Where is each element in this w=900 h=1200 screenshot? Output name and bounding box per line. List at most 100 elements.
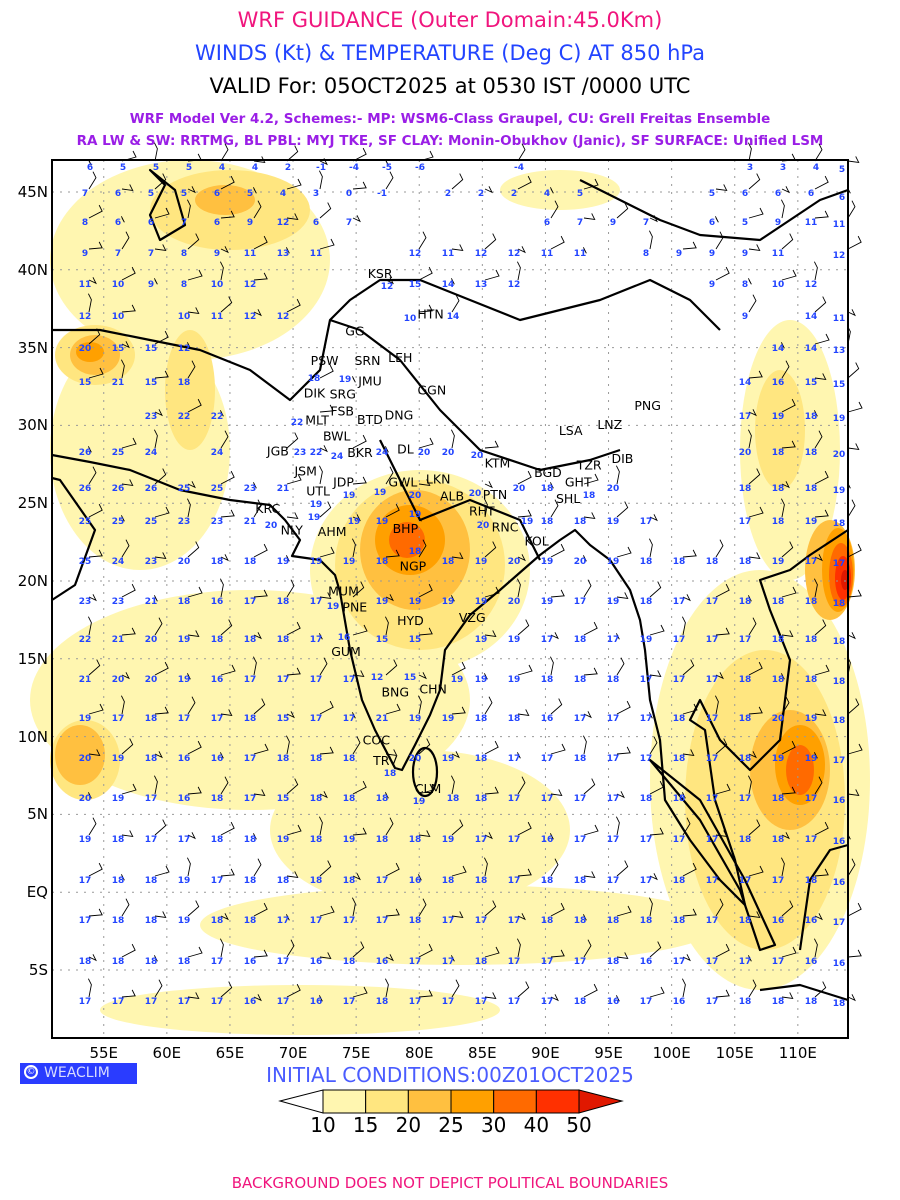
- wind-barb: [286, 939, 295, 958]
- temperature-value: 23: [294, 448, 307, 458]
- wind-barb: [781, 269, 797, 281]
- wind-barb: [319, 905, 335, 917]
- wind-barb: [154, 330, 169, 345]
- wind-barb: [186, 673, 191, 680]
- temperature-value: 17: [277, 957, 290, 967]
- temperature-value: 19: [475, 597, 488, 607]
- temperature-value: 19: [178, 916, 191, 926]
- wind-barb: [780, 498, 785, 518]
- wind-barb: [187, 186, 196, 194]
- temperature-value: 19: [277, 835, 290, 845]
- wind-barb: [352, 434, 367, 449]
- temperature-value: 21: [277, 484, 290, 494]
- temperature-value: 17: [211, 957, 224, 967]
- wind-barb: [517, 709, 530, 716]
- temperature-value: 26: [145, 484, 158, 494]
- temperature-value: 18: [343, 957, 356, 967]
- temperature-value: 18: [475, 714, 488, 724]
- wind-barb: [385, 549, 400, 558]
- temperature-value: 16: [805, 916, 818, 926]
- wind-barb: [616, 952, 629, 959]
- wind-barb: [120, 515, 125, 522]
- wind-barb: [682, 594, 691, 602]
- wind-barb: [418, 783, 434, 795]
- wind-barb: [153, 278, 158, 285]
- wind-barb: [813, 752, 818, 759]
- temperature-value: 17: [706, 835, 719, 845]
- wind-barb: [385, 503, 400, 518]
- temperature-value: 17: [244, 675, 257, 685]
- wind-barb: [781, 586, 797, 598]
- temperature-value: 22: [310, 448, 323, 458]
- latitude-label: 40N: [17, 260, 48, 279]
- temperature-value: 17: [442, 957, 455, 967]
- temperature-value: 18: [376, 794, 389, 804]
- temperature-value: 26: [79, 448, 92, 458]
- temperature-value: 24: [376, 448, 389, 458]
- wind-barb: [120, 359, 125, 379]
- wind-barb: [154, 661, 169, 676]
- wind-barb: [682, 954, 691, 962]
- colorbar-box: [450, 1089, 495, 1114]
- wind-barb: [286, 432, 299, 449]
- temperature-value: 16: [244, 997, 257, 1007]
- wind-barb: [814, 554, 823, 562]
- temperature-value: 18: [805, 597, 818, 607]
- temperature-value: 19: [343, 557, 356, 567]
- wind-barb: [715, 539, 724, 558]
- temperature-value: 6: [148, 218, 154, 228]
- wind-barb: [715, 231, 724, 250]
- temperature-value: 18: [409, 547, 422, 557]
- temperature-value: 18: [739, 754, 752, 764]
- temperature-value: 5: [839, 165, 845, 175]
- wind-barb: [384, 446, 389, 453]
- temperature-value: 17: [739, 957, 752, 967]
- temperature-value: 18: [277, 635, 290, 645]
- city-label: HTN: [417, 306, 443, 321]
- wind-barb: [253, 272, 268, 281]
- wind-barb: [682, 703, 698, 715]
- wind-barb: [352, 514, 361, 522]
- wind-barb: [450, 429, 455, 449]
- city-label: BHP: [393, 521, 419, 536]
- temperature-value: 26: [112, 484, 125, 494]
- temperature-value: 17: [343, 714, 356, 724]
- temperature-value: 20: [178, 557, 191, 567]
- temperature-value: 20: [79, 794, 92, 804]
- temperature-value: 20: [79, 754, 92, 764]
- wind-barb: [253, 543, 268, 558]
- temperature-value: 19: [178, 876, 191, 886]
- wind-barb: [616, 700, 631, 715]
- temperature-value: 16: [772, 916, 785, 926]
- wind-barb: [319, 860, 332, 877]
- wind-barb: [517, 554, 526, 562]
- temperature-value: 23: [145, 557, 158, 567]
- temperature-value: 11: [541, 249, 554, 259]
- temperature-value: 12: [277, 218, 290, 228]
- temperature-value: 17: [640, 876, 653, 886]
- temperature-value: 16: [178, 794, 191, 804]
- wind-barb: [483, 673, 488, 680]
- temperature-value: 5: [709, 189, 715, 199]
- wind-barb: [286, 579, 295, 598]
- temperature-value: 17: [79, 876, 92, 886]
- temperature-value: 12: [79, 312, 92, 322]
- wind-barb: [154, 911, 167, 918]
- city-label: BWL: [323, 429, 350, 444]
- wind-barb: [715, 738, 728, 755]
- wind-barb: [451, 661, 466, 676]
- latitude-label: 10N: [17, 727, 48, 746]
- wind-barb: [351, 897, 356, 917]
- wind-barb: [550, 589, 565, 598]
- latitude-label: 15N: [17, 649, 48, 668]
- wind-barb: [187, 946, 203, 958]
- wind-barb: [781, 440, 796, 449]
- wind-barb: [319, 657, 328, 676]
- wind-barb: [814, 913, 823, 921]
- colorbar-label: 40: [523, 1113, 550, 1137]
- temperature-value: 18: [607, 957, 620, 967]
- wind-barb: [187, 992, 200, 999]
- wind-barb: [814, 776, 823, 795]
- temperature-value: 9: [676, 249, 682, 259]
- wind-barb: [583, 621, 598, 636]
